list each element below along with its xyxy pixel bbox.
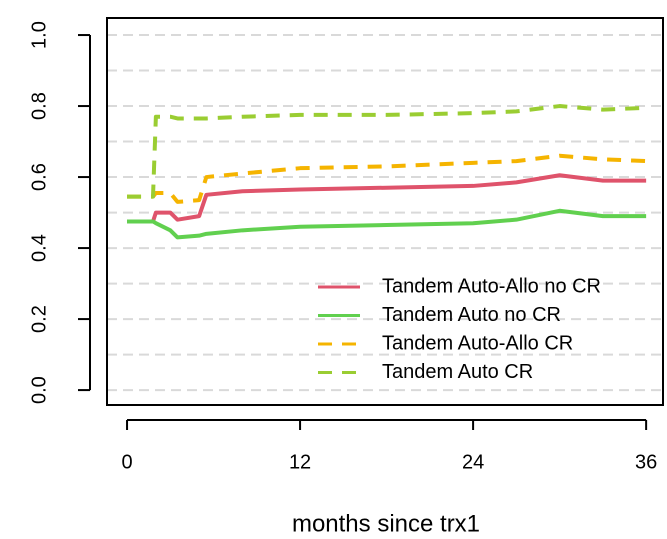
x-axis-label: months since trx1 (292, 510, 480, 537)
y-tick-label: 0.2 (28, 305, 50, 333)
x-tick-label: 0 (121, 451, 132, 473)
y-tick-label: 0.4 (28, 234, 50, 262)
legend-label: Tandem Auto CR (382, 361, 533, 383)
legend-label: Tandem Auto-Allo no CR (382, 275, 601, 297)
legend-label: Tandem Auto no CR (382, 304, 561, 326)
y-tick-label: 1.0 (28, 21, 50, 49)
x-tick-label: 12 (289, 451, 311, 473)
series-line (127, 208, 647, 240)
legend-label: Tandem Auto-Allo CR (382, 332, 573, 354)
series-line (127, 104, 647, 199)
x-tick-label: 24 (462, 451, 484, 473)
series-line (127, 153, 647, 204)
series-line (127, 173, 647, 224)
x-tick-label: 36 (635, 451, 657, 473)
plot-frame (106, 17, 664, 406)
y-tick-label: 0.8 (28, 92, 50, 120)
y-tick-label: 0.6 (28, 163, 50, 191)
y-tick-label: 0.0 (28, 376, 50, 404)
